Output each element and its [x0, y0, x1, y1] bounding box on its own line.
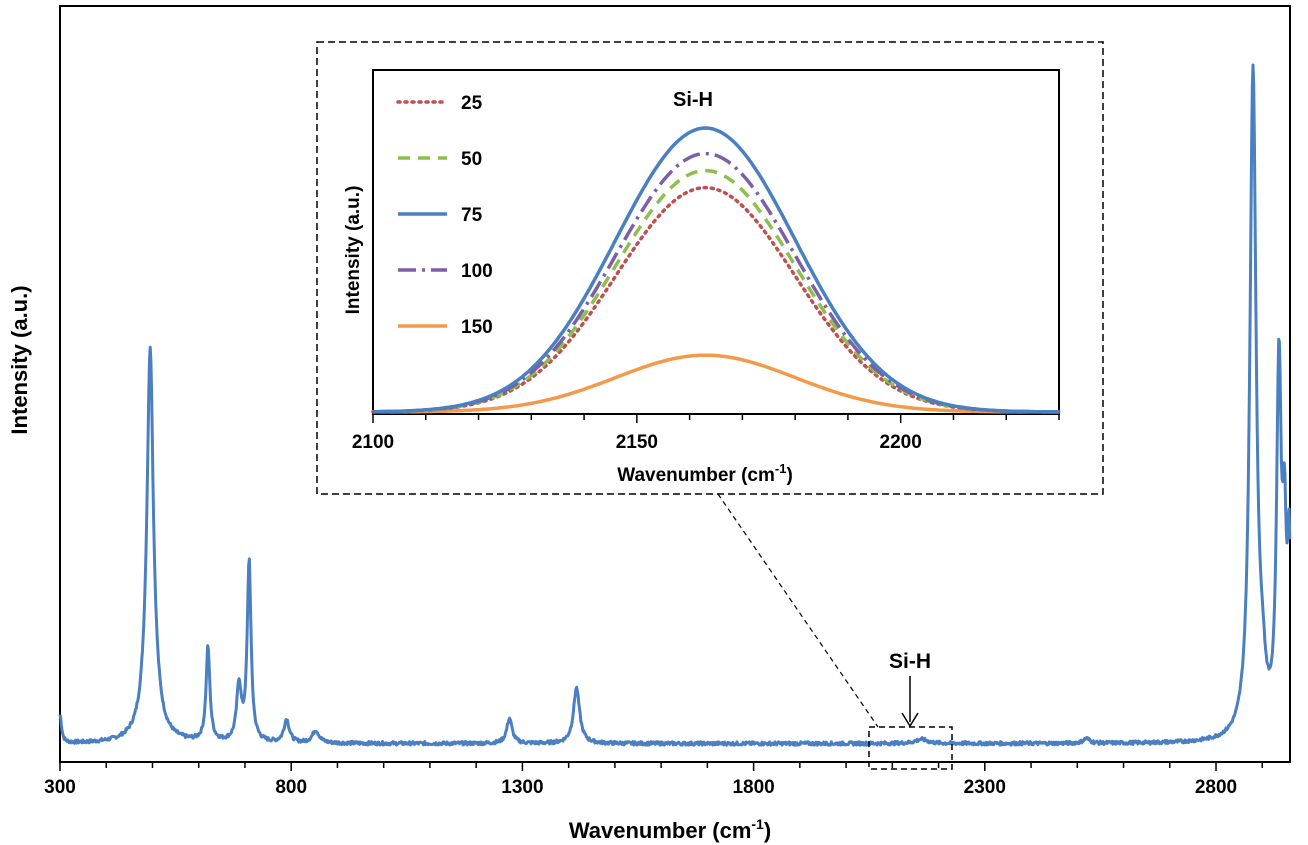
inset-plot-frame [372, 69, 1060, 415]
main-si-h-annotation: Si-H [889, 650, 931, 673]
inset-y-axis-title: Intensity (a.u.) [343, 186, 364, 315]
main-x-tick-labels: 300 800 1300 1800 2300 2800 [44, 777, 1237, 798]
main-x-ticks [59, 762, 1264, 771]
main-x-tick-label: 2800 [1195, 777, 1237, 798]
inset-x-tick-label: 2100 [352, 432, 394, 453]
main-plot: 300 800 1300 1800 2300 2800 Wavenumber (cm-1)… [7, 5, 1292, 843]
inset-x-tick-label: 2200 [880, 432, 922, 453]
main-spectrum-line [58, 63, 1292, 747]
inset-x-tick-labels: 2100 2150 2200 [352, 432, 922, 453]
main-x-tick-label: 300 [44, 777, 76, 798]
zoom-region-box [868, 726, 953, 770]
main-plot-frame [59, 5, 1291, 763]
main-x-tick-label: 2300 [964, 777, 1006, 798]
legend-label-75: 75 [461, 205, 483, 226]
inset-legend: 25 50 75 100 150 [396, 93, 493, 338]
main-x-tick-label: 1800 [732, 777, 774, 798]
main-x-axis-title: Wavenumber (cm-1) [569, 816, 771, 843]
inset-x-axis-title: Wavenumber (cm-1) [617, 461, 793, 486]
main-y-axis-title: Intensity (a.u.) [7, 285, 32, 434]
inset-x-tick-label: 2150 [616, 432, 658, 453]
inset-si-h-annotation: Si-H [673, 89, 713, 111]
legend-label-100: 100 [461, 261, 493, 282]
legend-label-50: 50 [461, 149, 482, 170]
main-x-tick-label: 800 [275, 777, 307, 798]
inset-series-group [371, 126, 1061, 414]
main-si-h-arrow-head [901, 712, 919, 728]
main-x-tick-label: 1300 [501, 777, 543, 798]
inset-panel: 2100 2150 2200 Wavenumber (cm-1) Intensity… [316, 41, 1104, 495]
legend-label-150: 150 [461, 317, 493, 338]
inset-series-line-75 [373, 126, 1059, 414]
inset-series-line-150 [373, 353, 1059, 414]
zoom-connector-line [717, 493, 879, 728]
legend-label-25: 25 [461, 93, 483, 114]
inset-x-ticks [372, 414, 1060, 423]
